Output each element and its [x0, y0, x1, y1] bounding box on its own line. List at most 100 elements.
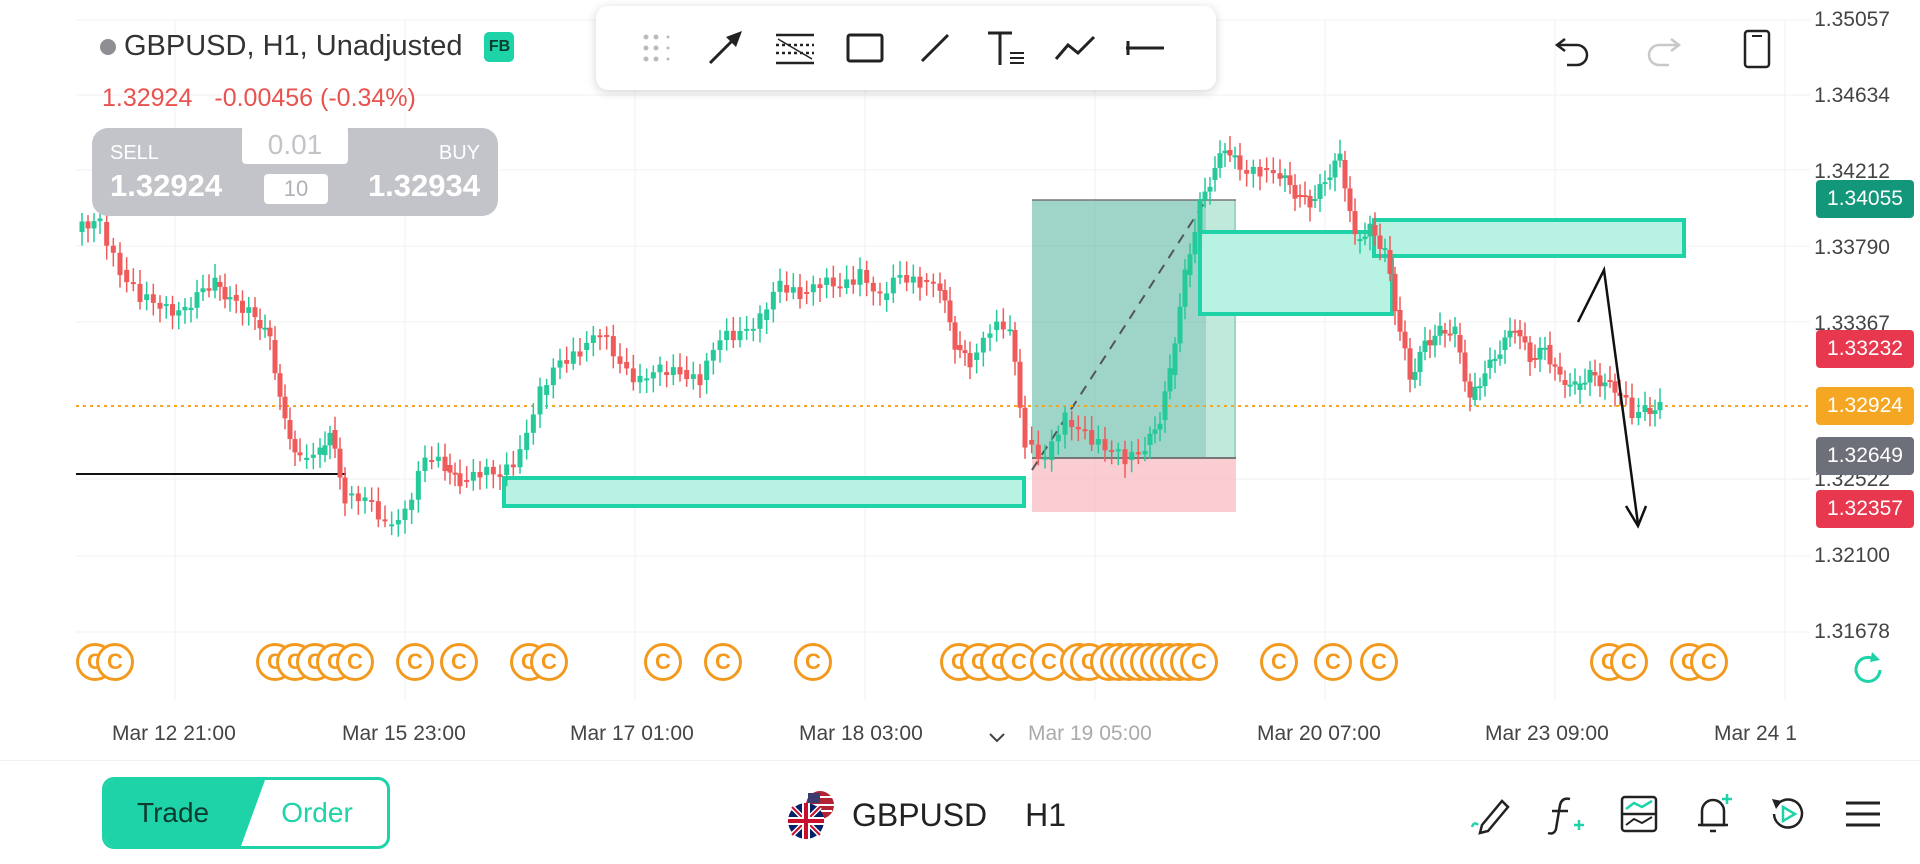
candle-body	[342, 477, 348, 504]
candle-body	[830, 277, 836, 287]
candle-body	[1022, 407, 1028, 448]
economic-event-marker[interactable]: C	[1260, 643, 1298, 681]
symbol-header: GBPUSD, H1, Unadjusted FB	[100, 30, 515, 63]
candle-body	[524, 432, 530, 450]
economic-event-marker[interactable]: C	[530, 643, 568, 681]
symbol-selector[interactable]: GBPUSD H1	[786, 789, 1066, 841]
candle-body	[297, 452, 303, 456]
indicator-icon[interactable]	[1540, 789, 1590, 839]
candle-body	[267, 327, 273, 337]
candle-body	[784, 285, 790, 293]
candle-body	[510, 464, 516, 468]
price-chart[interactable]	[0, 0, 1920, 760]
candle-body	[817, 284, 823, 289]
economic-event-marker[interactable]: C	[276, 643, 314, 681]
candle-body	[564, 360, 570, 364]
fib-tool-icon[interactable]	[760, 18, 830, 78]
candle-body	[657, 364, 663, 373]
order-tab[interactable]: Order	[281, 797, 353, 828]
candle-body	[962, 350, 968, 354]
economic-event-marker[interactable]: C	[1180, 643, 1218, 681]
trade-tab[interactable]: Trade	[105, 780, 265, 846]
candle-body	[1082, 429, 1088, 432]
symbol-title[interactable]: GBPUSD, H1, Unadjusted	[124, 30, 463, 62]
candle-body	[1055, 434, 1061, 442]
sell-price-button[interactable]: 1.32924	[110, 168, 223, 203]
candle-body	[804, 292, 810, 294]
candle-body	[1232, 155, 1238, 158]
economic-event-marker[interactable]: C	[704, 643, 742, 681]
economic-event-marker[interactable]: C	[1314, 643, 1352, 681]
sell-label[interactable]: SELL	[110, 142, 159, 164]
price-axis-label: 1.33367	[1814, 312, 1890, 335]
candle-body	[1417, 351, 1423, 372]
candle-body	[415, 471, 421, 500]
candlestick-series	[79, 136, 1663, 537]
market-status-dot	[100, 38, 116, 55]
candle-body	[124, 270, 130, 283]
lot-size-input[interactable]: 0.01	[242, 126, 348, 164]
price-tag-entry: 1.32649	[1816, 437, 1914, 475]
candle-body	[1537, 347, 1543, 360]
candle-body	[1487, 359, 1493, 368]
candle-body	[206, 288, 212, 291]
loss-zone[interactable]	[1032, 458, 1236, 512]
candle-body	[770, 291, 776, 310]
undo-icon[interactable]	[1548, 24, 1598, 74]
candle-body	[1412, 371, 1418, 380]
economic-event-marker[interactable]: C	[396, 643, 434, 681]
horizontal-ray-icon[interactable]	[1110, 18, 1180, 78]
supply-zone-right[interactable]	[1372, 218, 1686, 258]
price-axis-label: 1.33790	[1814, 236, 1890, 259]
candle-body	[717, 340, 723, 350]
text-tool-icon[interactable]	[970, 18, 1040, 78]
candle-body	[322, 445, 328, 455]
candle-body	[163, 304, 169, 307]
economic-event-marker[interactable]: C	[440, 643, 478, 681]
timeframe-selector[interactable]: H1	[1025, 796, 1067, 833]
economic-event-marker[interactable]: C	[644, 643, 682, 681]
path-tool-icon[interactable]	[1040, 18, 1110, 78]
buy-label[interactable]: BUY	[438, 142, 480, 164]
line-tool-icon[interactable]	[900, 18, 970, 78]
projection-arrow[interactable]	[1576, 265, 1648, 529]
candle-body	[1397, 310, 1403, 332]
trade-order-toggle[interactable]: Trade Order	[102, 777, 390, 849]
candle-body	[349, 493, 355, 496]
price-axis-label: 1.34212	[1814, 160, 1890, 183]
drag-handle-icon[interactable]	[620, 18, 690, 78]
bottom-symbol-name[interactable]: GBPUSD	[852, 796, 988, 833]
candle-body	[504, 464, 510, 475]
arrow-tool-icon[interactable]	[690, 18, 760, 78]
economic-event-marker[interactable]: C	[1610, 643, 1648, 681]
candle-body	[85, 221, 91, 229]
quantity-input[interactable]: 10	[264, 174, 328, 204]
draw-pen-icon[interactable]	[1466, 789, 1516, 839]
buy-price-button[interactable]: 1.32934	[367, 168, 480, 203]
demand-zone-left[interactable]	[502, 476, 1026, 508]
reset-chart-icon[interactable]	[1846, 648, 1890, 692]
candle-body	[1017, 361, 1023, 408]
candle-body	[690, 374, 696, 380]
economic-event-marker[interactable]: C	[336, 643, 374, 681]
economic-event-marker[interactable]: C	[96, 643, 134, 681]
candle-body	[1387, 250, 1393, 274]
candle-body	[137, 283, 143, 302]
menu-icon[interactable]	[1838, 789, 1888, 839]
replay-icon[interactable]	[1762, 789, 1812, 839]
candle-body	[704, 360, 710, 380]
candle-body	[194, 292, 200, 308]
chart-layers-icon[interactable]	[1614, 789, 1664, 839]
supply-zone-mid[interactable]	[1198, 230, 1394, 316]
redo-icon[interactable]	[1638, 24, 1688, 74]
candle-body	[1287, 175, 1293, 186]
alert-add-icon[interactable]	[1688, 789, 1738, 839]
device-icon[interactable]	[1732, 24, 1782, 74]
candle-body	[1197, 198, 1203, 233]
economic-event-marker[interactable]: C	[1690, 643, 1728, 681]
economic-event-marker[interactable]: C	[794, 643, 832, 681]
chevron-down-icon[interactable]	[986, 726, 1008, 748]
candle-body	[447, 465, 453, 473]
economic-event-marker[interactable]: C	[1360, 643, 1398, 681]
rectangle-tool-icon[interactable]	[830, 18, 900, 78]
